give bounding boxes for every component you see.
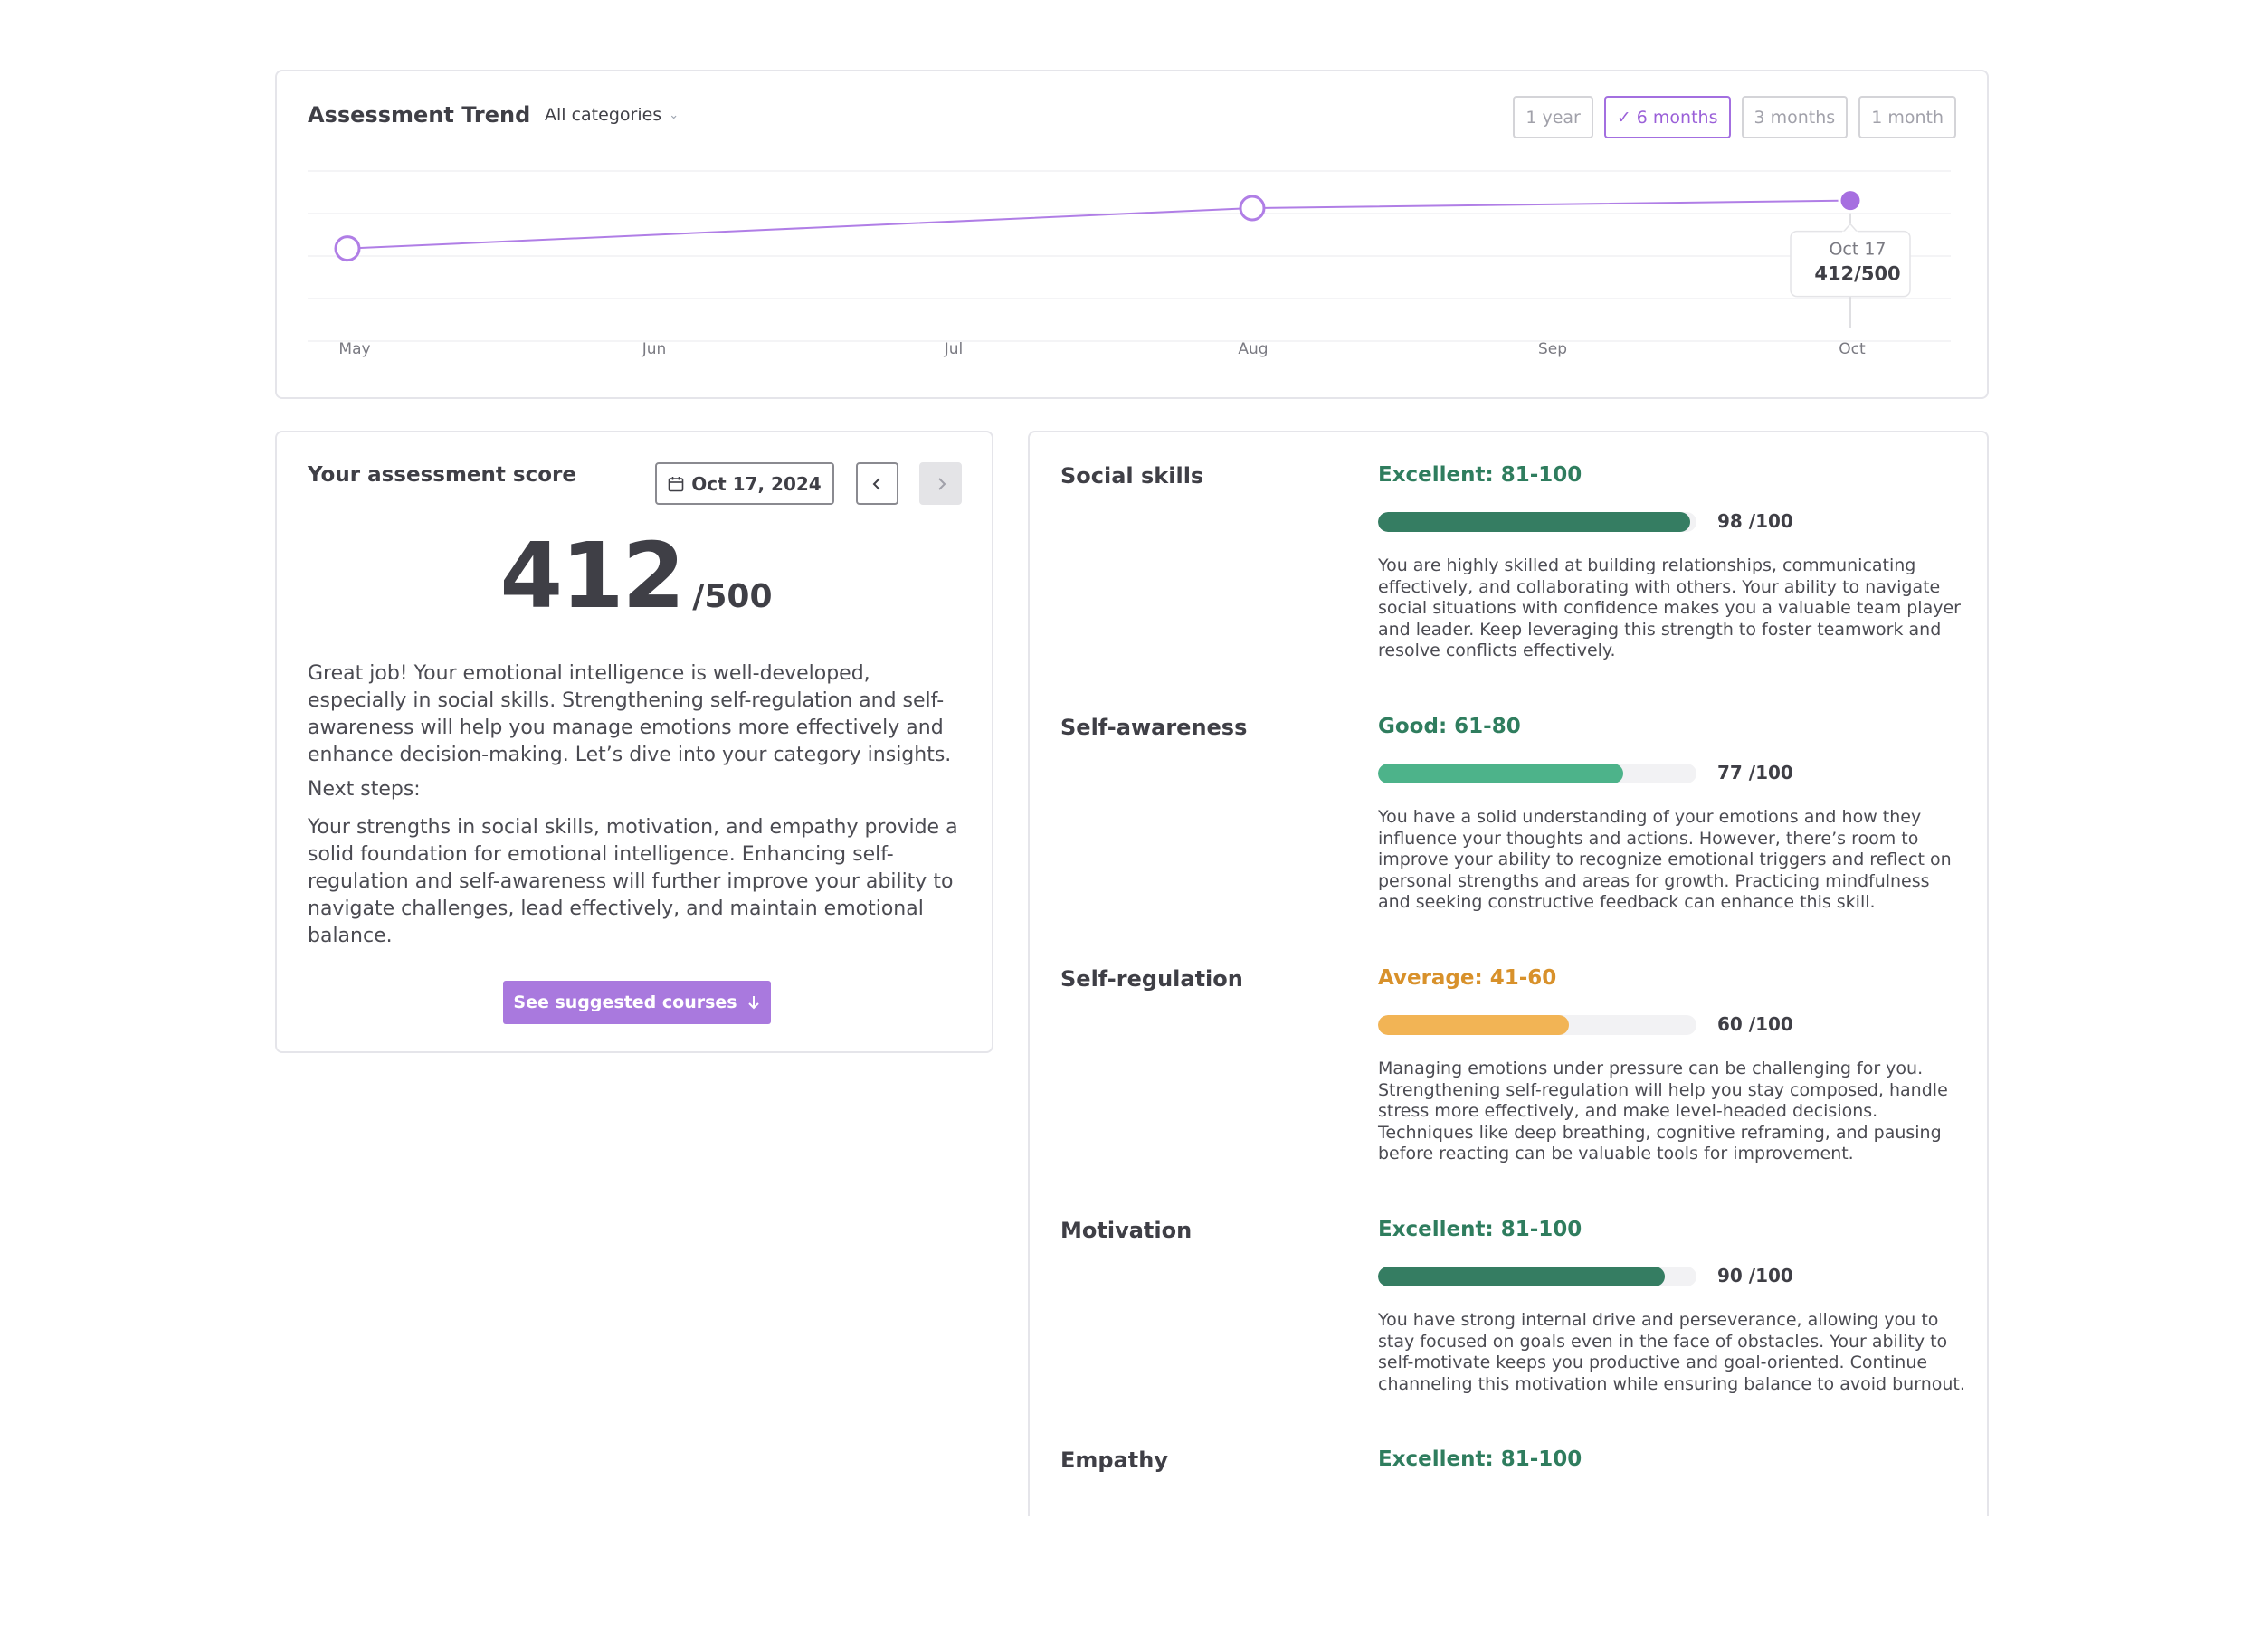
- score-max: /500: [692, 578, 773, 615]
- category-filter-dropdown[interactable]: All categories ⌄: [545, 105, 679, 125]
- data-point-aug[interactable]: [1239, 195, 1266, 222]
- category-name: Motivation: [1060, 1218, 1193, 1243]
- date-label: Oct 17, 2024: [691, 472, 822, 495]
- category-score-fill: [1378, 1015, 1570, 1035]
- category-score-fill: [1378, 1267, 1665, 1286]
- category-score-value: 60 /100: [1717, 1013, 1793, 1035]
- period-label: 1 month: [1871, 107, 1944, 128]
- category-row-self-awareness: Self-awareness Good: 61-80 77 /100 You h…: [1030, 684, 1991, 919]
- category-name: Social skills: [1060, 463, 1204, 489]
- category-level: Excellent: 81-100: [1378, 1448, 1582, 1471]
- category-score-value: 98 /100: [1717, 510, 1793, 532]
- category-score-fill: [1378, 512, 1690, 532]
- category-description: Managing emotions under pressure can be …: [1378, 1059, 1948, 1163]
- chart-tooltip: Oct 17 412/500: [1790, 223, 1911, 298]
- see-suggested-courses-button[interactable]: See suggested courses: [503, 981, 771, 1024]
- category-description: You have strong internal drive and perse…: [1378, 1310, 1965, 1394]
- period-3-months-button[interactable]: 3 months: [1741, 96, 1849, 138]
- next-date-button[interactable]: [919, 462, 962, 505]
- date-picker-button[interactable]: Oct 17, 2024: [655, 462, 834, 505]
- category-score-value: 77 /100: [1717, 762, 1793, 783]
- assessment-trend-card: Assessment Trend All categories ⌄ 1 year…: [275, 70, 1989, 399]
- check-icon: ✓: [1616, 107, 1631, 128]
- data-point-may[interactable]: [334, 235, 361, 262]
- trend-title: Assessment Trend: [308, 102, 531, 128]
- x-tick-label: Aug: [1238, 340, 1268, 358]
- category-row-self-regulation: Self-regulation Average: 41-60 60 /100 M…: [1030, 935, 1991, 1171]
- category-score-bar: [1378, 512, 1696, 532]
- category-filter-label: All categories: [545, 105, 662, 125]
- score-summary: Great job! Your emotional intelligence i…: [308, 662, 952, 766]
- trend-line-chart: May Jun Jul Aug Sep Oct Oct 17 412/500: [308, 170, 1951, 358]
- period-6-months-button[interactable]: ✓ 6 months: [1603, 96, 1731, 138]
- period-selector: 1 year ✓ 6 months 3 months 1 month: [1513, 96, 1956, 138]
- category-row-empathy: Empathy Excellent: 81-100: [1030, 1417, 1991, 1652]
- category-row-motivation: Motivation Excellent: 81-100 90 /100 You…: [1030, 1187, 1991, 1422]
- category-description: You have a solid understanding of your e…: [1378, 807, 1952, 912]
- courses-button-label: See suggested courses: [513, 992, 737, 1012]
- chevron-down-icon: ⌄: [669, 108, 680, 122]
- assessment-score-card: Your assessment score Oct 17, 2024 412 /…: [275, 431, 993, 1053]
- category-insights-card: Social skills Excellent: 81-100 98 /100 …: [1028, 431, 1989, 1516]
- next-steps-label: Next steps:: [308, 778, 421, 801]
- score-title: Your assessment score: [308, 463, 576, 487]
- category-level: Good: 61-80: [1378, 715, 1521, 738]
- category-description: You are highly skilled at building relat…: [1378, 555, 1961, 660]
- category-level: Excellent: 81-100: [1378, 463, 1582, 487]
- arrow-down-icon: [747, 996, 759, 1010]
- calendar-icon: [668, 476, 684, 491]
- period-label: 1 year: [1525, 107, 1581, 128]
- category-score-fill: [1378, 764, 1624, 783]
- category-level: Average: 41-60: [1378, 966, 1557, 990]
- category-score-bar: [1378, 1015, 1696, 1035]
- period-1-year-button[interactable]: 1 year: [1513, 96, 1593, 138]
- period-label: 3 months: [1754, 107, 1836, 128]
- x-tick-label: May: [338, 340, 370, 358]
- score-value: 412: [499, 523, 685, 629]
- category-score-bar: [1378, 764, 1696, 783]
- tooltip-value: 412/500: [1814, 263, 1900, 285]
- category-row-social-skills: Social skills Excellent: 81-100 98 /100 …: [1030, 432, 1991, 668]
- x-tick-label: Oct: [1839, 340, 1866, 358]
- next-steps-text: Your strengths in social skills, motivat…: [308, 816, 958, 947]
- period-label: 6 months: [1636, 107, 1718, 128]
- category-name: Self-awareness: [1060, 715, 1248, 740]
- category-score-value: 90 /100: [1717, 1265, 1793, 1286]
- category-name: Self-regulation: [1060, 966, 1243, 992]
- series-line: [347, 199, 1851, 250]
- category-name: Empathy: [1060, 1448, 1168, 1473]
- total-score: 412 /500: [277, 523, 995, 629]
- chevron-right-icon: [937, 477, 946, 490]
- x-tick-label: Sep: [1538, 340, 1567, 358]
- previous-date-button[interactable]: [856, 462, 898, 505]
- x-tick-label: Jun: [642, 340, 667, 358]
- tooltip-date: Oct 17: [1829, 240, 1886, 260]
- data-point-oct[interactable]: [1838, 188, 1863, 214]
- x-tick-label: Jul: [944, 340, 964, 358]
- period-1-month-button[interactable]: 1 month: [1858, 96, 1956, 138]
- category-score-bar: [1378, 1267, 1696, 1286]
- chevron-left-icon: [872, 477, 880, 490]
- category-level: Excellent: 81-100: [1378, 1218, 1582, 1241]
